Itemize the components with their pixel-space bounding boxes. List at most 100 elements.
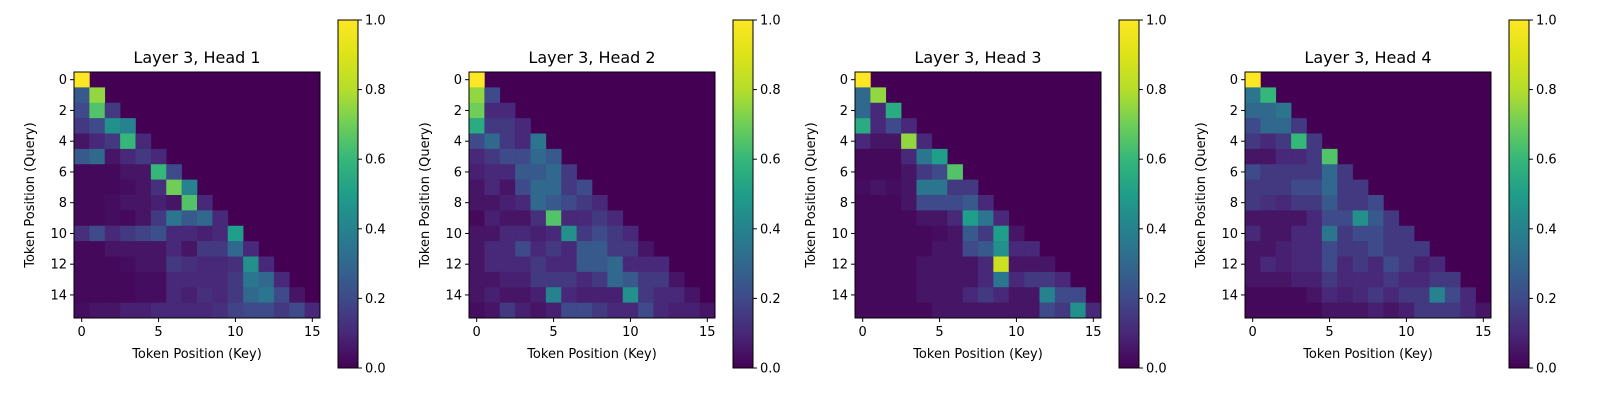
heatmap-cell [962, 256, 979, 273]
heatmap-cell [576, 179, 593, 196]
heatmap-cell [258, 302, 275, 319]
heatmap-cell [530, 287, 547, 303]
heatmap-cell [227, 287, 244, 303]
heatmap-cell [197, 210, 213, 227]
heatmap-panel-4: Layer 3, Head 4 0 5 10 15 0 2 4 6 8 10 12 14 Token Po… [1194, 14, 1557, 377]
heatmap-cell [931, 148, 948, 165]
heatmap-cell [901, 133, 917, 150]
heatmap-cell [1260, 195, 1277, 211]
heatmap-cell [545, 225, 562, 242]
heatmap-cell [530, 210, 547, 227]
heatmap-cell [1245, 195, 1261, 211]
heatmap-cell [1321, 302, 1338, 319]
heatmap-cell [870, 271, 887, 288]
colorbar-tick-label: 0.2 [760, 292, 781, 307]
heatmap-cell [885, 241, 902, 257]
heatmap-cell [1321, 256, 1338, 273]
heatmap-cell [74, 179, 90, 196]
heatmap-cell [545, 179, 562, 196]
chart-title: Layer 3, Head 3 [914, 48, 1041, 67]
heatmap-cell [916, 210, 933, 227]
heatmap-cell [74, 164, 90, 180]
heatmap-cell [1352, 179, 1369, 196]
heatmap-cell [197, 195, 213, 211]
heatmap-cell [855, 133, 871, 150]
y-tick-label: 4 [454, 135, 462, 150]
heatmap-cell [1306, 302, 1323, 319]
heatmap-cell [289, 302, 305, 319]
heatmap-cell [104, 256, 121, 273]
heatmap-cell [855, 287, 871, 303]
heatmap-cell [1024, 302, 1040, 319]
heatmap-cell [545, 256, 562, 273]
heatmap-cell [1321, 225, 1338, 242]
x-tick-label: 5 [154, 325, 162, 340]
heatmap-cell [1398, 271, 1415, 288]
heatmap-cell [962, 302, 979, 319]
y-tick-label: 0 [454, 73, 462, 88]
heatmap-cell [1306, 179, 1323, 196]
y-tick-label: 12 [831, 258, 848, 273]
heatmap-cell [74, 210, 90, 227]
heatmap-cell [561, 271, 577, 288]
heatmap-cell [150, 225, 167, 242]
heatmap-cell [74, 87, 90, 104]
heatmap-cell [901, 241, 917, 257]
heatmap-cell [484, 271, 501, 288]
heatmap-cell [515, 225, 531, 242]
heatmap-cell [855, 241, 871, 257]
colorbar [1508, 19, 1530, 369]
colorbar-tick-label: 0.8 [1146, 83, 1167, 98]
heatmap-cell [469, 195, 485, 211]
heatmap-cell [1414, 302, 1430, 319]
heatmap-cell [484, 133, 501, 150]
heatmap-cell [947, 210, 963, 227]
heatmap-cell [89, 164, 106, 180]
y-tick-label: 8 [454, 196, 462, 211]
heatmap-cell [499, 271, 516, 288]
heatmap-cell [545, 164, 562, 180]
colorbar-tick-label: 0.6 [760, 153, 781, 168]
heatmap-cell [1245, 302, 1261, 319]
heatmap-cell [1008, 241, 1025, 257]
heatmap-cell [181, 271, 198, 288]
heatmap-cell [89, 102, 106, 119]
heatmap-cell [1245, 225, 1261, 242]
heatmap-cell [870, 148, 887, 165]
heatmap-cell [150, 287, 167, 303]
y-tick-label: 2 [840, 104, 848, 119]
heatmap-cell [561, 256, 577, 273]
heatmap-cell [1368, 241, 1384, 257]
heatmap-cell [484, 87, 501, 104]
heatmap-cell [1306, 256, 1323, 273]
heatmap-cell [104, 195, 121, 211]
heatmap-cell [181, 287, 198, 303]
heatmap-cell [870, 118, 887, 134]
heatmap-cell [304, 302, 321, 319]
heatmap-cell [885, 102, 902, 119]
heatmap-cell [166, 210, 182, 227]
heatmap-cell [668, 302, 685, 319]
heatmap-cell [1337, 179, 1353, 196]
heatmap-cell [181, 256, 198, 273]
heatmap-cell [622, 271, 639, 288]
heatmap-cell [469, 179, 485, 196]
heatmap-cell [499, 287, 516, 303]
heatmap-cell [484, 148, 501, 165]
heatmap-cell [1275, 302, 1292, 319]
heatmap-cell [931, 302, 948, 319]
heatmap-cell [855, 102, 871, 119]
heatmap-cell [855, 118, 871, 134]
heatmap-cell [855, 72, 871, 88]
heatmap-cell [227, 271, 244, 288]
heatmap-cell [104, 241, 121, 257]
heatmap-cell [1039, 302, 1056, 319]
heatmap-cell [1070, 287, 1086, 303]
colorbar-tick-label: 1.0 [1536, 14, 1557, 29]
heatmap-cell [1398, 256, 1415, 273]
heatmap-cell [1306, 195, 1323, 211]
heatmap-cell [120, 225, 136, 242]
heatmap-cell [1368, 195, 1384, 211]
heatmap-cell [653, 256, 670, 273]
